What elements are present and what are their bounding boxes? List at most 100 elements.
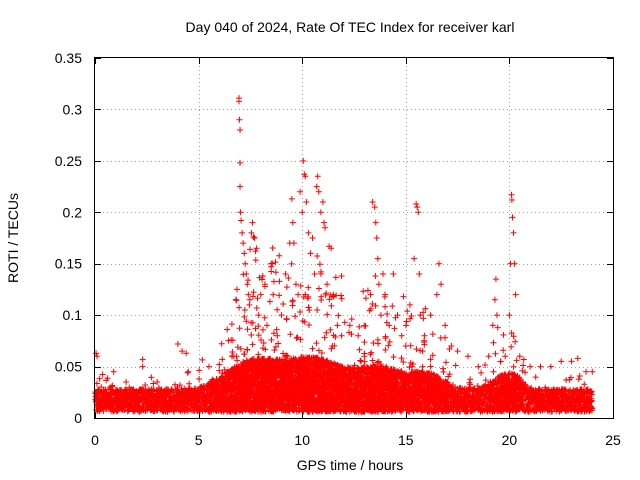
background-point	[309, 345, 316, 352]
background-point	[252, 257, 259, 264]
background-point	[360, 288, 367, 295]
background-point	[241, 306, 248, 313]
background-point	[375, 340, 382, 347]
background-point	[293, 335, 300, 342]
background-point	[285, 275, 292, 282]
background-point	[150, 380, 157, 387]
background-point	[280, 301, 287, 308]
background-point	[224, 326, 231, 333]
background-point	[348, 316, 355, 323]
background-point	[385, 342, 392, 349]
background-point	[236, 304, 243, 311]
background-point	[268, 336, 275, 343]
background-point	[229, 337, 236, 344]
background-point	[244, 346, 251, 353]
background-point	[100, 407, 107, 414]
background-point	[109, 382, 116, 389]
background-point	[96, 375, 103, 382]
background-point	[184, 369, 191, 376]
background-point	[259, 326, 266, 333]
background-point	[370, 340, 377, 347]
background-point	[148, 374, 155, 381]
background-point	[104, 375, 111, 382]
background-point	[287, 331, 294, 338]
background-point	[274, 306, 281, 313]
background-point	[255, 323, 262, 330]
background-point	[386, 338, 393, 345]
background-point	[315, 285, 322, 292]
background-point	[324, 311, 331, 318]
background-point	[273, 326, 280, 333]
background-point	[229, 349, 236, 356]
background-point	[255, 332, 262, 339]
background-point	[250, 289, 257, 296]
background-point	[234, 357, 241, 364]
background-point	[248, 331, 255, 338]
background-point	[276, 278, 283, 285]
background-point	[305, 284, 312, 291]
background-point	[196, 367, 203, 374]
background-point	[99, 371, 106, 378]
background-point	[338, 295, 345, 302]
background-point	[316, 261, 323, 268]
background-point	[272, 259, 279, 266]
background-point	[357, 357, 364, 364]
background-point	[391, 325, 398, 332]
background-point	[219, 356, 226, 363]
background-point	[313, 340, 320, 347]
background-point	[216, 367, 223, 374]
background-point	[246, 296, 253, 303]
background-point	[361, 358, 368, 365]
background-point	[244, 326, 251, 333]
background-point	[249, 341, 256, 348]
background-point	[328, 345, 335, 352]
background-point	[314, 306, 321, 313]
background-point	[247, 246, 254, 253]
background-point	[196, 376, 203, 383]
background-point	[292, 313, 299, 320]
background-point	[184, 408, 191, 415]
background-point	[243, 318, 250, 325]
background-point	[218, 340, 225, 347]
background-point	[270, 278, 277, 285]
background-point	[389, 303, 396, 310]
background-point	[327, 326, 334, 333]
background-point	[253, 304, 260, 311]
background-point	[228, 321, 235, 328]
background-point	[328, 302, 335, 309]
background-point	[384, 310, 391, 317]
background-point	[249, 319, 256, 326]
background-point	[361, 339, 368, 346]
background-point	[254, 295, 261, 302]
background-point	[276, 252, 283, 259]
background-point	[266, 298, 273, 305]
background-point	[252, 325, 259, 332]
background-point	[272, 269, 279, 276]
background-point	[382, 335, 389, 342]
background-point	[289, 297, 296, 304]
background-point	[335, 312, 342, 319]
background-point	[390, 353, 397, 360]
background-point	[288, 260, 295, 267]
data-points	[92, 95, 596, 415]
background-point	[283, 315, 290, 322]
background-point	[364, 287, 371, 294]
background-point	[305, 321, 312, 328]
background-point	[276, 292, 283, 299]
background-point	[199, 356, 206, 363]
background-point	[237, 345, 244, 352]
background-point	[271, 347, 278, 354]
background-point	[283, 284, 290, 291]
background-point	[241, 351, 248, 358]
background-point	[258, 337, 265, 344]
background-point	[362, 295, 369, 302]
background-point	[150, 387, 157, 394]
background-point	[332, 274, 339, 281]
background-point	[236, 325, 243, 332]
background-point	[314, 253, 321, 260]
background-point	[341, 319, 348, 326]
background-point	[372, 273, 379, 280]
background-point	[362, 322, 369, 329]
background-point	[356, 346, 363, 353]
